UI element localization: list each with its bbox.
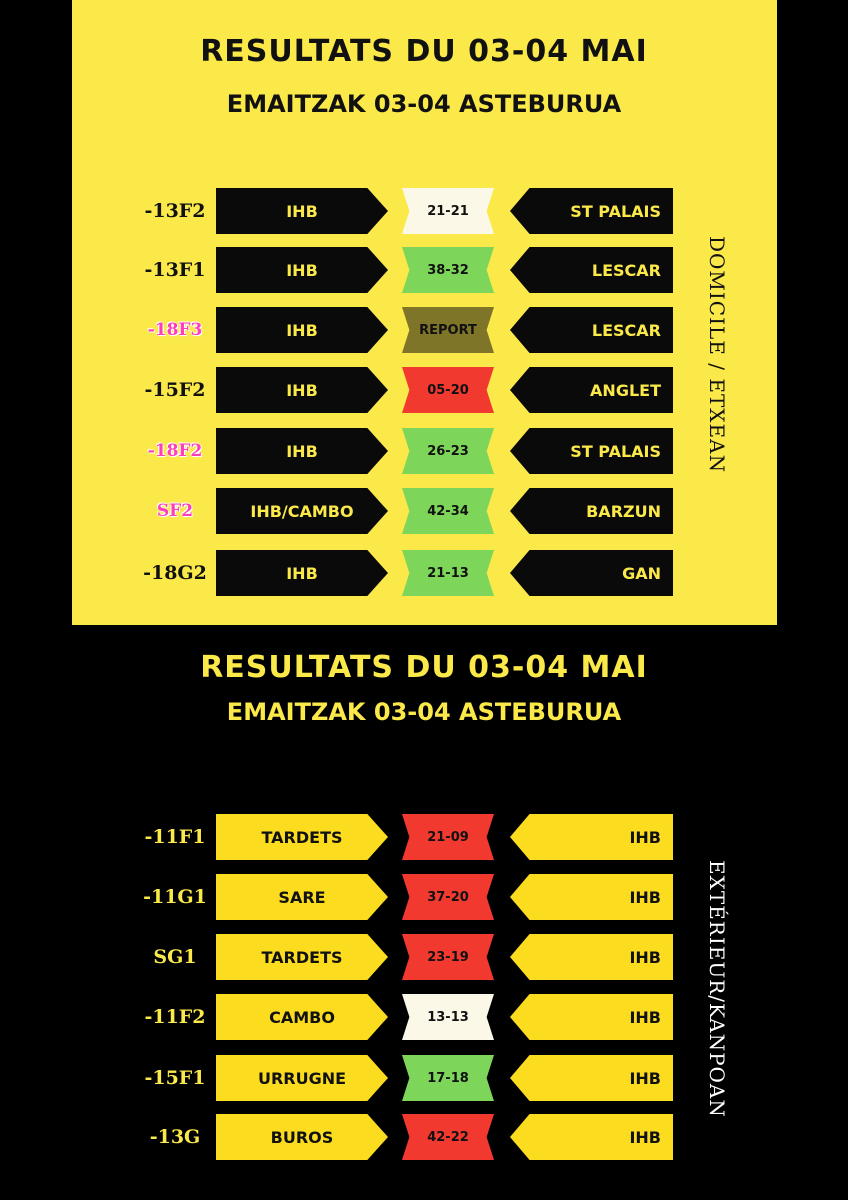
score-badge: 05-20	[402, 367, 494, 413]
match-row: SF2 IHB/CAMBO 42-34 BARZUN	[0, 487, 848, 535]
category-label: -13F1	[144, 259, 206, 281]
category-label: -18F2	[147, 441, 203, 461]
category-label: -11F2	[144, 1006, 206, 1028]
home-team-label: IHB	[216, 307, 388, 353]
match-row: -13F2 IHB 21-21 ST PALAIS	[0, 187, 848, 235]
category-label: SG1	[153, 946, 197, 968]
away-side-label: EXTÉRIEUR/KANPOAN	[705, 860, 729, 1118]
match-row: -11F1 TARDETS 21-09 IHB	[0, 813, 848, 861]
home-team-label: IHB	[216, 550, 388, 596]
away-team-label: ST PALAIS	[510, 188, 673, 234]
score-badge: 21-13	[402, 550, 494, 596]
home-team-label: IHB/CAMBO	[216, 488, 388, 534]
away-title: RESULTATS DU 03-04 MAI	[200, 650, 648, 685]
category-label: -18F3	[147, 320, 203, 340]
score-badge: 21-21	[402, 188, 494, 234]
home-team-label: IHB	[216, 188, 388, 234]
home-team-label: CAMBO	[216, 994, 388, 1040]
match-row: -11G1 SARE 37-20 IHB	[0, 873, 848, 921]
score-badge: REPORT	[402, 307, 494, 353]
match-row: -15F1 URRUGNE 17-18 IHB	[0, 1054, 848, 1102]
home-team-label: SARE	[216, 874, 388, 920]
match-row: -18G2 IHB 21-13 GAN	[0, 549, 848, 597]
away-team-label: ST PALAIS	[510, 428, 673, 474]
match-row: -15F2 IHB 05-20 ANGLET	[0, 366, 848, 414]
category-label: -15F1	[144, 1067, 206, 1089]
match-row: -11F2 CAMBO 13-13 IHB	[0, 993, 848, 1041]
away-subtitle: EMAITZAK 03-04 ASTEBURUA	[226, 698, 622, 726]
match-row: -18F3 IHB REPORT LESCAR	[0, 306, 848, 354]
home-team-label: TARDETS	[216, 814, 388, 860]
match-row: SG1 TARDETS 23-19 IHB	[0, 933, 848, 981]
away-team-label: IHB	[510, 1055, 673, 1101]
away-team-label: LESCAR	[510, 307, 673, 353]
away-team-label: BARZUN	[510, 488, 673, 534]
match-row: -13G BUROS 42-22 IHB	[0, 1113, 848, 1161]
home-team-label: IHB	[216, 247, 388, 293]
category-label: -18G2	[143, 562, 207, 584]
score-badge: 26-23	[402, 428, 494, 474]
match-row: -18F2 IHB 26-23 ST PALAIS	[0, 427, 848, 475]
away-team-label: ANGLET	[510, 367, 673, 413]
category-label: -13G	[149, 1126, 201, 1148]
away-team-label: IHB	[510, 1114, 673, 1160]
score-badge: 42-34	[402, 488, 494, 534]
score-badge: 13-13	[402, 994, 494, 1040]
away-team-label: IHB	[510, 934, 673, 980]
score-badge: 17-18	[402, 1055, 494, 1101]
category-label: SF2	[156, 501, 194, 521]
category-label: -11G1	[143, 886, 207, 908]
score-badge: 23-19	[402, 934, 494, 980]
home-team-label: IHB	[216, 428, 388, 474]
away-team-label: IHB	[510, 994, 673, 1040]
home-team-label: IHB	[216, 367, 388, 413]
home-team-label: BUROS	[216, 1114, 388, 1160]
away-team-label: GAN	[510, 550, 673, 596]
home-team-label: TARDETS	[216, 934, 388, 980]
home-side-label: DOMICILE / ETXEAN	[705, 236, 729, 474]
score-badge: 21-09	[402, 814, 494, 860]
category-label: -15F2	[144, 379, 206, 401]
category-label: -13F2	[144, 200, 206, 222]
category-label: -11F1	[144, 826, 206, 848]
away-team-label: LESCAR	[510, 247, 673, 293]
away-team-label: IHB	[510, 814, 673, 860]
home-subtitle: EMAITZAK 03-04 ASTEBURUA	[226, 90, 622, 118]
home-team-label: URRUGNE	[216, 1055, 388, 1101]
away-team-label: IHB	[510, 874, 673, 920]
score-badge: 37-20	[402, 874, 494, 920]
score-badge: 42-22	[402, 1114, 494, 1160]
home-title: RESULTATS DU 03-04 MAI	[200, 34, 648, 69]
score-badge: 38-32	[402, 247, 494, 293]
match-row: -13F1 IHB 38-32 LESCAR	[0, 246, 848, 294]
